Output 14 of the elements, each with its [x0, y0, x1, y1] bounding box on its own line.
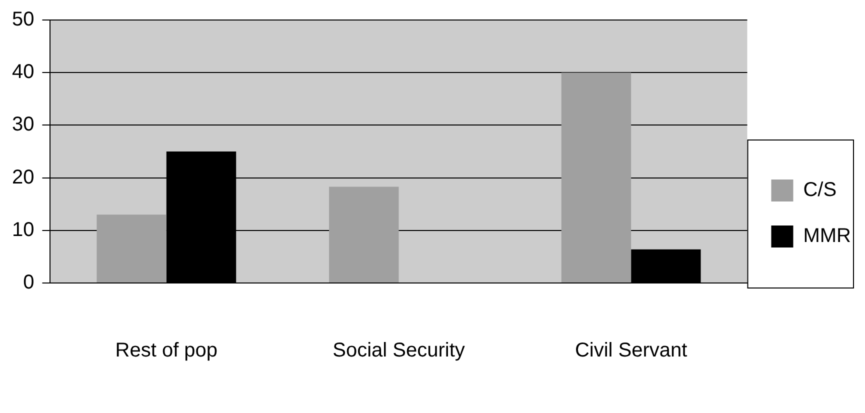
- x-tick-label: Social Security: [332, 340, 465, 362]
- y-tick-label: 30: [12, 114, 34, 136]
- bar: [329, 186, 399, 282]
- y-tick-label: 20: [12, 166, 34, 188]
- y-tick-label: 10: [12, 218, 34, 241]
- y-tick-label: 40: [12, 61, 34, 84]
- y-tick-label: 0: [23, 272, 34, 294]
- legend-label: MMR: [803, 225, 851, 248]
- legend-label: C/S: [803, 179, 837, 202]
- x-tick-label: Rest of pop: [115, 340, 218, 362]
- y-tick-label: 50: [12, 8, 34, 31]
- bar: [96, 214, 166, 282]
- bar: [561, 72, 632, 282]
- x-tick-label: Civil Servant: [574, 340, 688, 362]
